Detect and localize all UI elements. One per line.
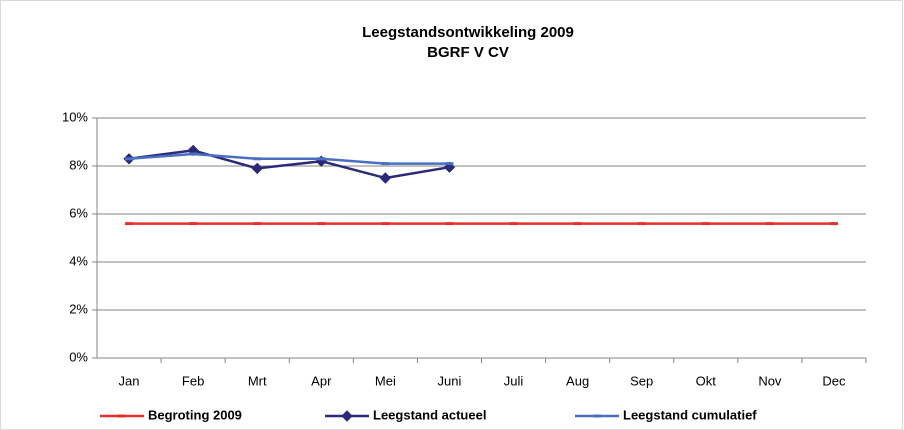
- x-tick-label: Mrt: [248, 373, 267, 388]
- x-tick-label: Sep: [630, 373, 653, 388]
- x-tick-label: Apr: [311, 373, 332, 388]
- point-marker: [251, 162, 263, 175]
- series-line: [128, 149, 450, 180]
- series-line: [128, 152, 450, 165]
- legend-marker: [341, 410, 353, 422]
- y-tick-label: 10%: [62, 109, 88, 124]
- chart-title: Leegstandsontwikkeling 2009: [362, 24, 574, 41]
- x-tick-label: Juni: [438, 373, 462, 388]
- y-tick-label: 0%: [69, 349, 88, 364]
- legend-label: Begroting 2009: [148, 407, 242, 422]
- y-tick-label: 8%: [69, 157, 88, 172]
- point-marker: [379, 172, 392, 184]
- x-tick-label: Nov: [758, 373, 782, 388]
- legend-label: Leegstand actueel: [373, 407, 486, 422]
- y-tick-label: 4%: [69, 253, 88, 268]
- x-tick-label: Feb: [182, 373, 204, 388]
- legend-label: Leegstand cumulatief: [623, 407, 757, 422]
- x-tick-label: Mei: [375, 373, 396, 388]
- chart-subtitle: BGRF V CV: [427, 44, 509, 61]
- x-tick-label: Juli: [504, 373, 524, 388]
- x-tick-label: Jan: [119, 373, 140, 388]
- x-tick-label: Aug: [566, 373, 589, 388]
- x-tick-label: Okt: [696, 373, 717, 388]
- x-tick-label: Dec: [822, 373, 846, 388]
- y-tick-label: 2%: [69, 301, 88, 316]
- y-tick-label: 6%: [69, 205, 88, 220]
